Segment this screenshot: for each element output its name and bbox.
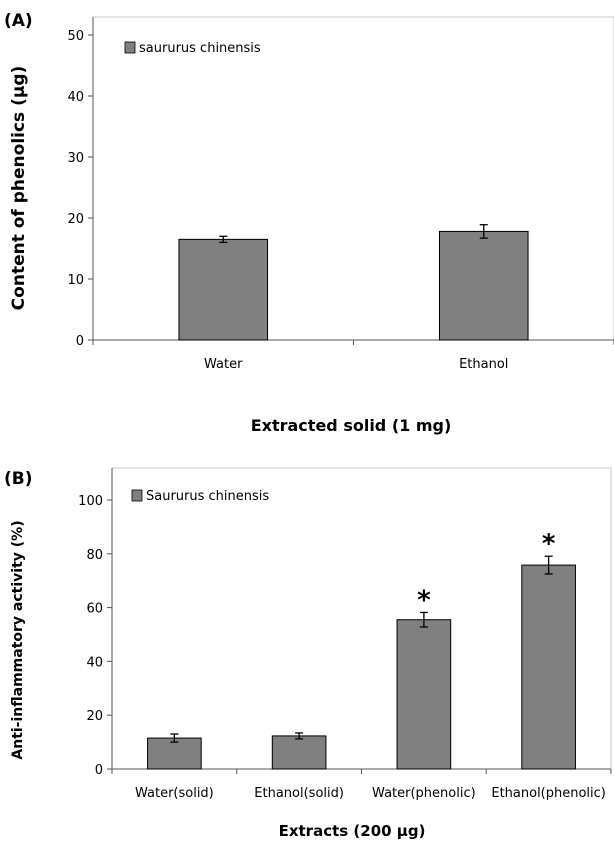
panel-a-y-tick-label: 0 [76,334,84,349]
panel-b-bar [396,619,452,770]
panel-a-plot: 0 10 20 30 40 50 Water Ethanol saururus chinensi… [67,16,614,372]
panel-b-significance-marker: * [542,529,556,559]
panel-a-x-axis-title: Extracted solid (1 mg) [251,416,452,435]
panel-b-y-tick-label: 100 [78,494,103,509]
panel-a-y-tick-label: 50 [67,29,84,44]
panel-b-x-axis-title: Extracts (200 μg) [279,822,426,840]
panel-b-y-tick-label: 60 [86,602,103,617]
panel-b-label: (B) [4,469,33,489]
panel-a: (A) Content of phenolics (μg) Extracted … [4,11,614,435]
panel-b-y-tick-label: 80 [86,548,103,563]
panel-a-y-tick-label: 30 [67,151,84,166]
panel-b-significance-marker: * [417,585,431,615]
panel-a-legend-label: saururus chinensis [139,41,261,56]
panel-b-category-label: Ethanol(solid) [254,786,344,801]
panel-a-plot-frame [92,16,614,341]
panel-a-y-axis-title: Content of phenolics (μg) [9,66,29,311]
panel-a-y-tick-label: 10 [67,273,84,288]
panel-a-y-tick-label: 20 [67,212,84,227]
panel-b-category-label: Water(phenolic) [372,786,476,801]
panel-a-category-label: Ethanol [459,357,508,372]
panel-b-y-axis-title: Anti-inflammatory activity (%) [10,520,26,759]
panel-b-bar [147,737,202,770]
panel-b-bar [521,564,576,770]
panel-b-legend-swatch [131,489,143,502]
panel-b-y-tick-label: 40 [86,655,103,670]
panel-b-legend-label: Saururus chinensis [146,489,269,504]
panel-b-plot: 0 20 40 60 80 100 Water(solid) Ethanol(solid) Wa… [78,467,612,801]
panel-a-category-label: Water [204,357,243,372]
panel-a-y-tick-label: 40 [67,90,84,105]
panel-b-bar [271,735,327,770]
panel-a-label: (A) [4,11,33,31]
panel-a-bar [178,238,269,341]
panel-b: (B) Anti-inflammatory activity (%) Extra… [4,467,612,840]
panel-b-category-label: Water(solid) [135,786,214,801]
panel-a-bar [438,230,529,341]
panel-b-category-label: Ethanol(phenolic) [491,786,606,801]
panel-b-y-tick-label: 0 [95,763,103,778]
panel-b-y-tick-label: 20 [86,709,103,724]
panel-a-legend-swatch [124,41,136,54]
